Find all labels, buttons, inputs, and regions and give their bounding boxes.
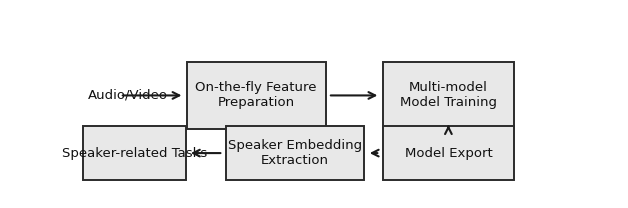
FancyBboxPatch shape	[225, 126, 364, 180]
FancyBboxPatch shape	[382, 126, 514, 180]
Text: Speaker Embedding
Extraction: Speaker Embedding Extraction	[228, 139, 362, 167]
FancyBboxPatch shape	[84, 126, 186, 180]
Text: Multi-model
Model Training: Multi-model Model Training	[400, 81, 497, 109]
Text: Model Export: Model Export	[404, 147, 492, 160]
Text: Audio/Video: Audio/Video	[88, 89, 168, 102]
FancyBboxPatch shape	[187, 62, 325, 129]
Text: Speaker-related Tasks: Speaker-related Tasks	[62, 147, 207, 160]
FancyBboxPatch shape	[382, 62, 514, 129]
Text: On-the-fly Feature
Preparation: On-the-fly Feature Preparation	[195, 81, 317, 109]
